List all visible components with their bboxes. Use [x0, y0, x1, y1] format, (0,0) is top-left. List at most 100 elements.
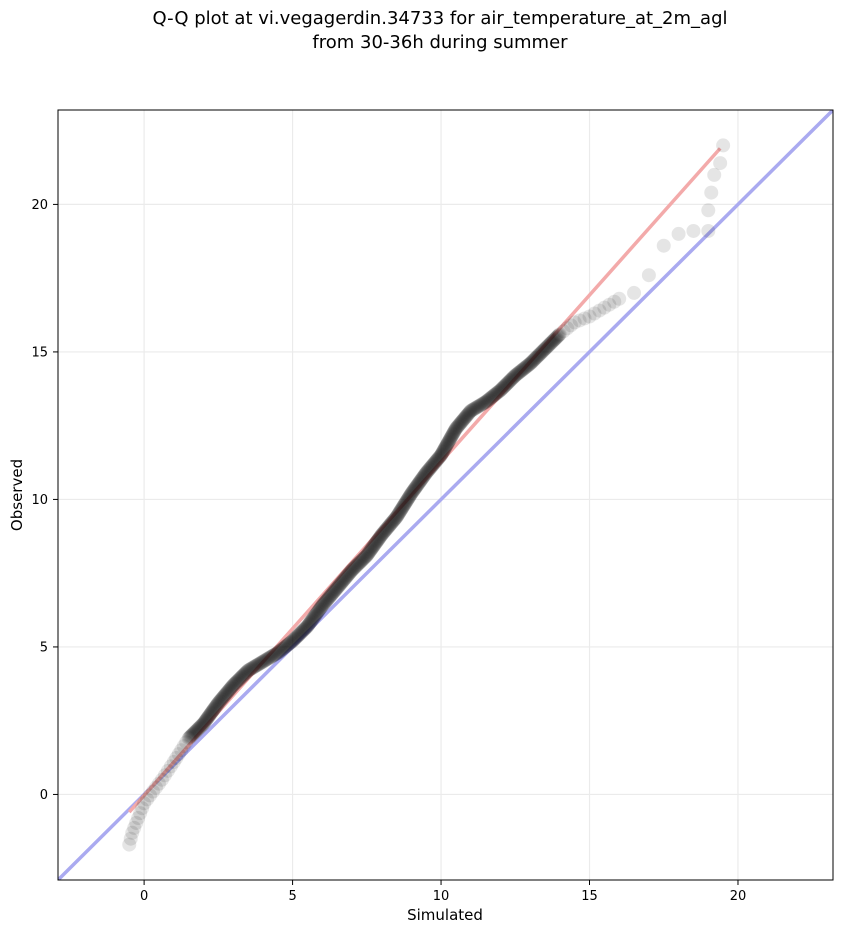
qq-point	[468, 401, 483, 416]
qq-point	[326, 584, 341, 599]
qq-point	[127, 820, 142, 835]
qq-point	[137, 796, 152, 811]
qq-point	[313, 601, 328, 616]
qq-point	[237, 667, 252, 682]
qq-point	[304, 614, 319, 629]
qq-point	[550, 329, 565, 344]
qq-point	[481, 393, 496, 408]
qq-point	[344, 563, 359, 578]
qq-point	[399, 493, 414, 508]
qq-point	[269, 646, 284, 661]
qq-point	[450, 419, 465, 434]
qq-point	[457, 411, 472, 426]
qq-point	[212, 694, 227, 709]
qq-point	[246, 660, 261, 675]
qq-point	[479, 394, 494, 409]
qq-point	[503, 372, 518, 387]
qq-point	[425, 457, 440, 472]
qq-point	[371, 532, 386, 547]
qq-point	[377, 524, 392, 539]
qq-point	[278, 639, 293, 654]
qq-point	[368, 536, 383, 551]
qq-point	[443, 430, 458, 445]
y-tick-label: 20	[31, 198, 48, 213]
qq-point	[376, 525, 391, 540]
qq-point	[373, 529, 388, 544]
y-tick-label: 15	[31, 345, 48, 360]
qq-point	[166, 754, 181, 769]
qq-point	[305, 611, 320, 626]
x-tick-label: 0	[140, 889, 148, 904]
qq-point	[446, 426, 461, 441]
qq-point	[535, 344, 550, 359]
qq-point	[409, 479, 424, 494]
qq-point	[160, 763, 175, 778]
qq-point	[423, 460, 438, 475]
qq-point	[210, 696, 225, 711]
qq-point	[382, 518, 397, 533]
qq-point	[442, 432, 457, 447]
qq-point	[151, 776, 166, 791]
qq-point	[367, 537, 382, 552]
qq-point	[186, 726, 201, 741]
qq-point	[339, 569, 354, 584]
qq-point	[366, 539, 380, 554]
reference-lines	[58, 110, 833, 880]
qq-point	[283, 636, 298, 650]
qq-point	[287, 632, 302, 647]
qq-point	[308, 608, 323, 623]
qq-point	[482, 391, 497, 406]
qq-point	[500, 375, 515, 390]
qq-point	[523, 355, 538, 370]
qq-point	[597, 300, 612, 315]
qq-point	[530, 349, 545, 364]
qq-point	[241, 662, 256, 677]
qq-point	[309, 606, 324, 621]
qq-point	[243, 661, 258, 676]
qq-point	[388, 510, 403, 525]
qq-point	[146, 784, 161, 799]
qq-point	[431, 451, 446, 466]
qq-point	[480, 393, 495, 408]
qq-point	[396, 499, 411, 514]
qq-point	[459, 409, 474, 424]
qq-point	[445, 428, 460, 443]
qq-point	[143, 788, 158, 803]
qq-point	[358, 549, 373, 564]
qq-point	[454, 414, 469, 429]
qq-point	[307, 609, 322, 624]
qq-point	[289, 630, 304, 645]
qq-point	[369, 534, 384, 549]
qq-point	[344, 564, 359, 579]
qq-point	[220, 685, 235, 700]
qq-point	[374, 527, 389, 542]
qq-point	[306, 610, 321, 625]
qq-point	[201, 709, 216, 724]
qq-point	[224, 680, 239, 695]
qq-point	[280, 637, 295, 652]
qq-point	[538, 341, 553, 356]
qq-point	[551, 328, 566, 343]
qq-point	[470, 400, 485, 415]
qq-point	[493, 383, 508, 398]
qq-point	[320, 593, 334, 607]
qq-point	[370, 533, 385, 548]
qq-point	[198, 713, 213, 728]
qq-point	[449, 420, 464, 435]
qq-point	[420, 464, 435, 479]
qq-point	[406, 483, 421, 498]
qq-point	[263, 650, 278, 665]
qq-point	[473, 398, 488, 413]
qq-point	[567, 315, 582, 330]
qq-point	[359, 548, 374, 563]
qq-point	[336, 572, 351, 587]
qq-point	[395, 500, 410, 515]
qq-point	[417, 467, 432, 482]
qq-point	[331, 579, 346, 594]
qq-point	[370, 532, 385, 547]
qq-point	[529, 350, 544, 365]
qq-point	[444, 428, 459, 443]
qq-point	[546, 333, 561, 348]
qq-point	[238, 665, 253, 680]
qq-point	[518, 360, 533, 375]
